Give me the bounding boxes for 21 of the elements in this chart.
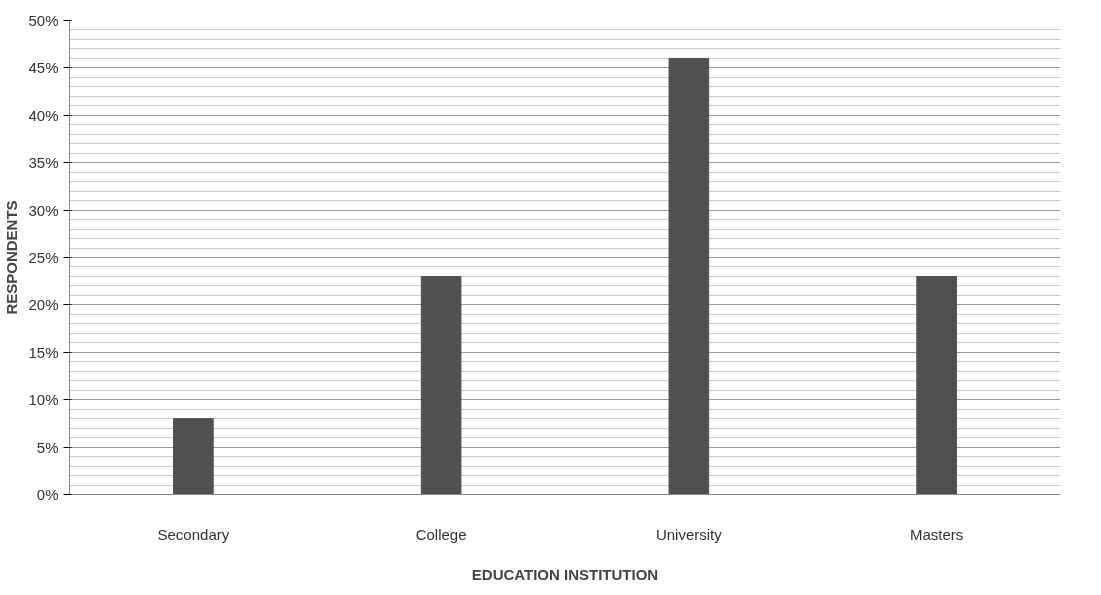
- x-tick-label: College: [415, 525, 467, 543]
- y-tick-label: 35%: [28, 154, 59, 172]
- bar: [420, 275, 462, 495]
- y-tick-label: 15%: [28, 343, 59, 361]
- bar: [916, 275, 957, 495]
- y-tick-label: 10%: [28, 391, 59, 409]
- x-axis-title: EDUCATION INSTITUTION: [471, 565, 659, 583]
- y-tick-label: 25%: [28, 249, 59, 266]
- y-tick-label: 0%: [36, 486, 59, 503]
- y-axis-title: RESPONDENTS: [3, 200, 21, 315]
- x-tick-label: Secondary: [157, 525, 230, 543]
- y-tick-label: 30%: [28, 201, 59, 219]
- y-tick-label: 45%: [28, 59, 59, 77]
- x-tick-label: Masters: [909, 525, 964, 543]
- x-tick-label: University: [655, 525, 723, 543]
- y-tick-label: 20%: [28, 296, 59, 314]
- bar: [668, 57, 710, 495]
- bar: [173, 418, 214, 495]
- y-tick-label: 40%: [28, 106, 59, 124]
- y-tick-label: 50%: [28, 12, 59, 29]
- y-tick-label: 5%: [36, 438, 59, 456]
